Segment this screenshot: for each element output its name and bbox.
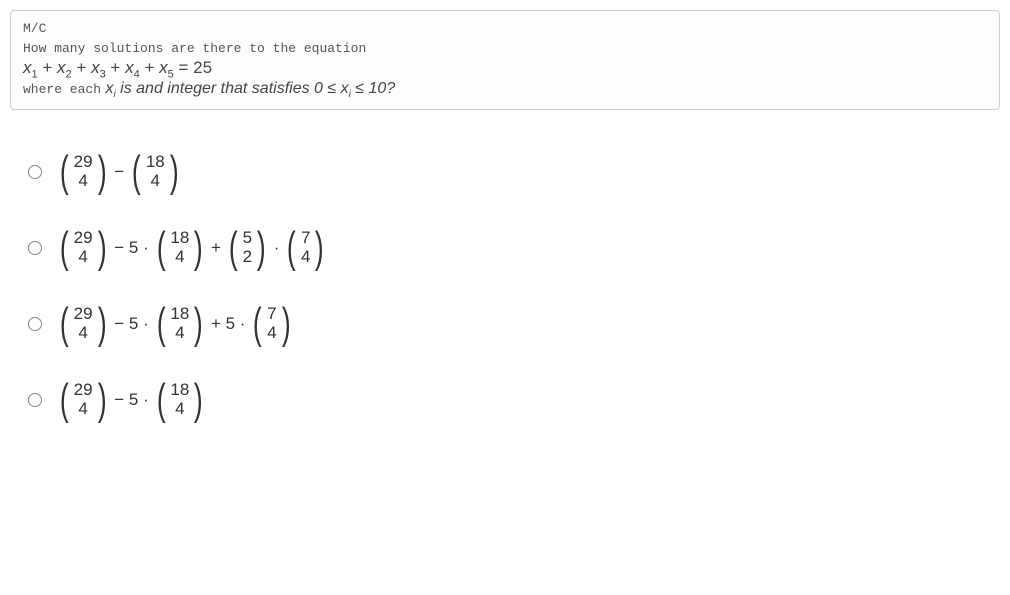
binomial: (184): [154, 378, 206, 422]
binomial: (184): [154, 226, 206, 270]
option-expression: (294)− 5 ·(184)+(52)·(74): [56, 226, 328, 270]
operator: + 5 ·: [211, 314, 246, 334]
options-list: (294)−(184)(294)− 5 ·(184)+(52)·(74)(294…: [10, 150, 1000, 422]
option-row[interactable]: (294)−(184): [28, 150, 1000, 194]
radio-button[interactable]: [28, 165, 42, 179]
operator: − 5 ·: [114, 314, 149, 334]
constraint-line: where each xi is and integer that satisf…: [23, 80, 987, 100]
binomial: (184): [129, 150, 181, 194]
radio-button[interactable]: [28, 317, 42, 331]
option-expression: (294)−(184): [56, 150, 182, 194]
option-row[interactable]: (294)− 5 ·(184)+ 5 ·(74): [28, 302, 1000, 346]
operator: − 5 ·: [114, 238, 149, 258]
question-box: M/C How many solutions are there to the …: [10, 10, 1000, 110]
binomial: (294): [57, 378, 109, 422]
operator: − 5 ·: [114, 390, 149, 410]
operator: ·: [274, 238, 280, 258]
radio-button[interactable]: [28, 393, 42, 407]
binomial: (52): [226, 226, 269, 270]
radio-button[interactable]: [28, 241, 42, 255]
binomial: (294): [57, 302, 109, 346]
binomial: (294): [57, 150, 109, 194]
binomial: (74): [284, 226, 327, 270]
question-prompt: How many solutions are there to the equa…: [23, 39, 987, 59]
option-row[interactable]: (294)− 5 ·(184): [28, 378, 1000, 422]
operator: +: [211, 238, 221, 258]
operator: −: [114, 162, 124, 182]
question-tag: M/C: [23, 19, 987, 39]
option-expression: (294)− 5 ·(184)+ 5 ·(74): [56, 302, 294, 346]
binomial: (184): [154, 302, 206, 346]
option-expression: (294)− 5 ·(184): [56, 378, 207, 422]
equation: x1 + x2 + x3 + x4 + x5 = 25: [23, 58, 987, 80]
option-row[interactable]: (294)− 5 ·(184)+(52)·(74): [28, 226, 1000, 270]
binomial: (294): [57, 226, 109, 270]
binomial: (74): [250, 302, 293, 346]
